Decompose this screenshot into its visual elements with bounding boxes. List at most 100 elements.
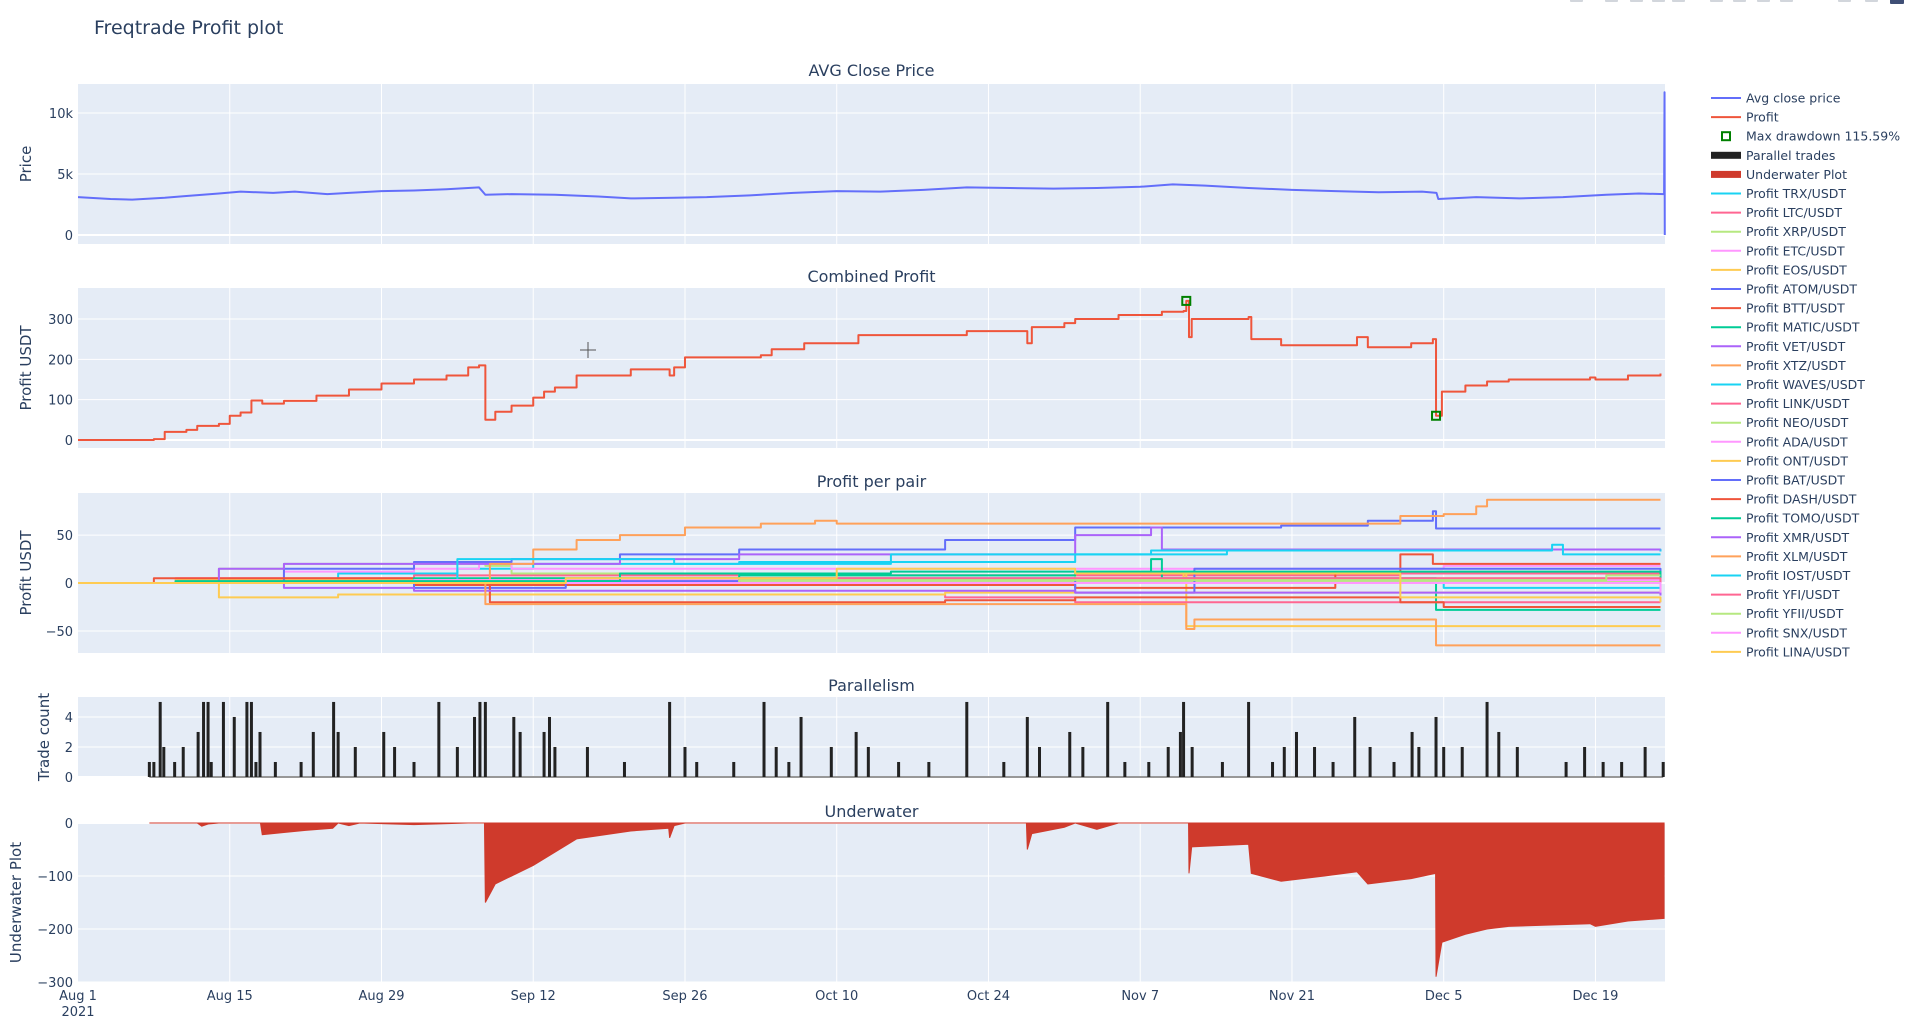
parallel-trades-bar[interactable] xyxy=(1434,716,1438,777)
hover-closest-icon[interactable] xyxy=(1865,0,1878,2)
series-line-profit-btt-usdt[interactable] xyxy=(78,553,1661,589)
parallel-trades-bar[interactable] xyxy=(866,746,870,777)
parallel-trades-bar[interactable] xyxy=(927,761,931,777)
parallel-trades-bar[interactable] xyxy=(1282,746,1286,777)
parallel-trades-bar[interactable] xyxy=(1220,761,1224,777)
parallel-trades-bar[interactable] xyxy=(518,731,522,777)
series-line-profit-vet-usdt[interactable] xyxy=(78,526,1661,585)
parallel-trades-bar[interactable] xyxy=(1460,746,1464,777)
parallel-trades-bar[interactable] xyxy=(254,761,258,777)
parallel-trades-bar[interactable] xyxy=(478,701,482,777)
parallel-trades-bar[interactable] xyxy=(152,761,156,777)
legend-item[interactable]: Profit WAVES/USDT xyxy=(1711,377,1865,392)
parallel-trades-bar[interactable] xyxy=(1353,716,1357,777)
parallel-trades-bar[interactable] xyxy=(1068,731,1072,777)
parallel-trades-bar[interactable] xyxy=(1178,731,1182,777)
series-line-profit[interactable] xyxy=(78,299,1662,441)
parallel-trades-bar[interactable] xyxy=(206,701,210,777)
legend-item[interactable]: Profit TRX/USDT xyxy=(1711,186,1846,201)
parallel-trades-bar[interactable] xyxy=(1661,761,1665,777)
parallel-trades-bar[interactable] xyxy=(965,701,969,777)
parallel-trades-bar[interactable] xyxy=(1190,746,1194,777)
plot-area[interactable] xyxy=(78,697,1665,777)
legend-item[interactable]: Profit VET/USDT xyxy=(1711,339,1846,354)
parallel-trades-bar[interactable] xyxy=(273,761,277,777)
parallel-trades-bar[interactable] xyxy=(1515,746,1519,777)
parallel-trades-bar[interactable] xyxy=(1182,701,1186,777)
subplot-avg-close-price[interactable]: 0 5k 10k AVG Close Price Price xyxy=(17,61,1666,244)
legend-item[interactable]: Profit MATIC/USDT xyxy=(1711,320,1860,335)
parallel-trades-bar[interactable] xyxy=(1331,761,1335,777)
plot-area[interactable] xyxy=(78,288,1665,448)
series-line-avg-close-price[interactable] xyxy=(78,91,1666,235)
parallel-trades-bar[interactable] xyxy=(245,701,249,777)
parallel-trades-bar[interactable] xyxy=(1247,701,1251,777)
legend-item[interactable]: Profit LINK/USDT xyxy=(1711,396,1850,411)
max-drawdown-marker[interactable] xyxy=(1431,410,1442,421)
subplot-underwater[interactable]: 0 −100 −200 −300 Underwater Underwater Plot xyxy=(7,802,1665,991)
legend-item[interactable]: Profit LTC/USDT xyxy=(1711,205,1842,220)
zoom-out-icon[interactable] xyxy=(1733,0,1746,2)
parallel-trades-bar[interactable] xyxy=(455,746,459,777)
parallel-trades-bar[interactable] xyxy=(202,701,206,777)
legend-item[interactable]: Avg close price xyxy=(1711,91,1841,106)
legend-item[interactable]: Profit EOS/USDT xyxy=(1711,262,1847,277)
spike-lines-icon[interactable] xyxy=(1838,0,1851,2)
subplot-combined-profit[interactable]: 0 100 200 300 Combined Profit Profit USDT xyxy=(17,267,1665,449)
legend-item[interactable]: Profit ATOM/USDT xyxy=(1711,282,1857,297)
modebar[interactable] xyxy=(1570,0,1904,4)
legend-item[interactable]: Profit XTZ/USDT xyxy=(1711,358,1846,373)
reset-axes-icon[interactable] xyxy=(1780,0,1793,2)
series-line-profit-xtz-usdt[interactable] xyxy=(78,498,1661,585)
plot-area[interactable] xyxy=(78,84,1665,244)
parallel-trades-bar[interactable] xyxy=(622,761,626,777)
parallel-trades-bar[interactable] xyxy=(668,701,672,777)
parallel-trades-bar[interactable] xyxy=(336,731,340,777)
series-line-profit-waves-usdt[interactable] xyxy=(78,543,1661,585)
parallel-trades-bar[interactable] xyxy=(1106,701,1110,777)
parallel-trades-bar[interactable] xyxy=(1368,746,1372,777)
parallel-trades-bar[interactable] xyxy=(542,731,546,777)
parallel-trades-bar[interactable] xyxy=(585,746,589,777)
series-line-profit-xmr-usdt[interactable] xyxy=(78,582,1662,596)
parallel-trades-bar[interactable] xyxy=(1147,761,1151,777)
parallel-trades-bar[interactable] xyxy=(1643,746,1647,777)
parallel-trades-bar[interactable] xyxy=(258,731,262,777)
parallel-trades-bar[interactable] xyxy=(854,731,858,777)
parallel-trades-bar[interactable] xyxy=(1038,746,1042,777)
parallel-trades-bar[interactable] xyxy=(774,746,778,777)
subplot-profit-per-pair[interactable]: −50 0 50 Profit per pair Profit USDT xyxy=(17,472,1665,653)
legend-item[interactable]: Profit YFI/USDT xyxy=(1711,587,1840,602)
legend-item[interactable]: Profit ONT/USDT xyxy=(1711,453,1848,468)
legend-item[interactable]: Profit xyxy=(1711,110,1779,125)
parallel-trades-bar[interactable] xyxy=(173,761,177,777)
series-line-profit-xlm-usdt[interactable] xyxy=(78,582,1661,647)
legend-item[interactable]: Profit ETC/USDT xyxy=(1711,243,1845,258)
parallel-trades-bar[interactable] xyxy=(249,701,253,777)
legend-item[interactable]: Profit TOMO/USDT xyxy=(1711,511,1860,526)
legend-item[interactable]: Profit DASH/USDT xyxy=(1711,492,1857,507)
parallel-trades-bar[interactable] xyxy=(897,761,901,777)
parallel-trades-bar[interactable] xyxy=(683,746,687,777)
parallel-trades-bar[interactable] xyxy=(437,701,441,777)
parallel-trades-bar[interactable] xyxy=(1485,701,1489,777)
legend-item[interactable]: Profit XLM/USDT xyxy=(1711,549,1848,564)
parallel-trades-bar[interactable] xyxy=(829,746,833,777)
box-select-icon[interactable] xyxy=(1652,0,1665,2)
parallel-trades-bar[interactable] xyxy=(1313,746,1317,777)
legend[interactable]: Avg close price Profit Max drawdown 115.59… xyxy=(1711,91,1900,660)
parallel-trades-bar[interactable] xyxy=(547,716,551,777)
parallel-trades-bar[interactable] xyxy=(787,761,791,777)
legend-item[interactable]: Profit BTT/USDT xyxy=(1711,301,1845,316)
parallel-trades-bar[interactable] xyxy=(695,761,699,777)
legend-item[interactable]: Profit NEO/USDT xyxy=(1711,415,1849,430)
parallel-trades-bar[interactable] xyxy=(209,761,213,777)
legend-item[interactable]: Profit BAT/USDT xyxy=(1711,473,1845,488)
lasso-icon[interactable] xyxy=(1672,0,1685,2)
parallel-trades-bar[interactable] xyxy=(732,761,736,777)
camera-icon[interactable] xyxy=(1570,0,1583,2)
legend-item[interactable]: Profit YFII/USDT xyxy=(1711,606,1844,621)
legend-item[interactable]: Underwater Plot xyxy=(1711,167,1847,182)
parallel-trades-bar[interactable] xyxy=(799,716,803,777)
parallel-trades-bar[interactable] xyxy=(393,746,397,777)
